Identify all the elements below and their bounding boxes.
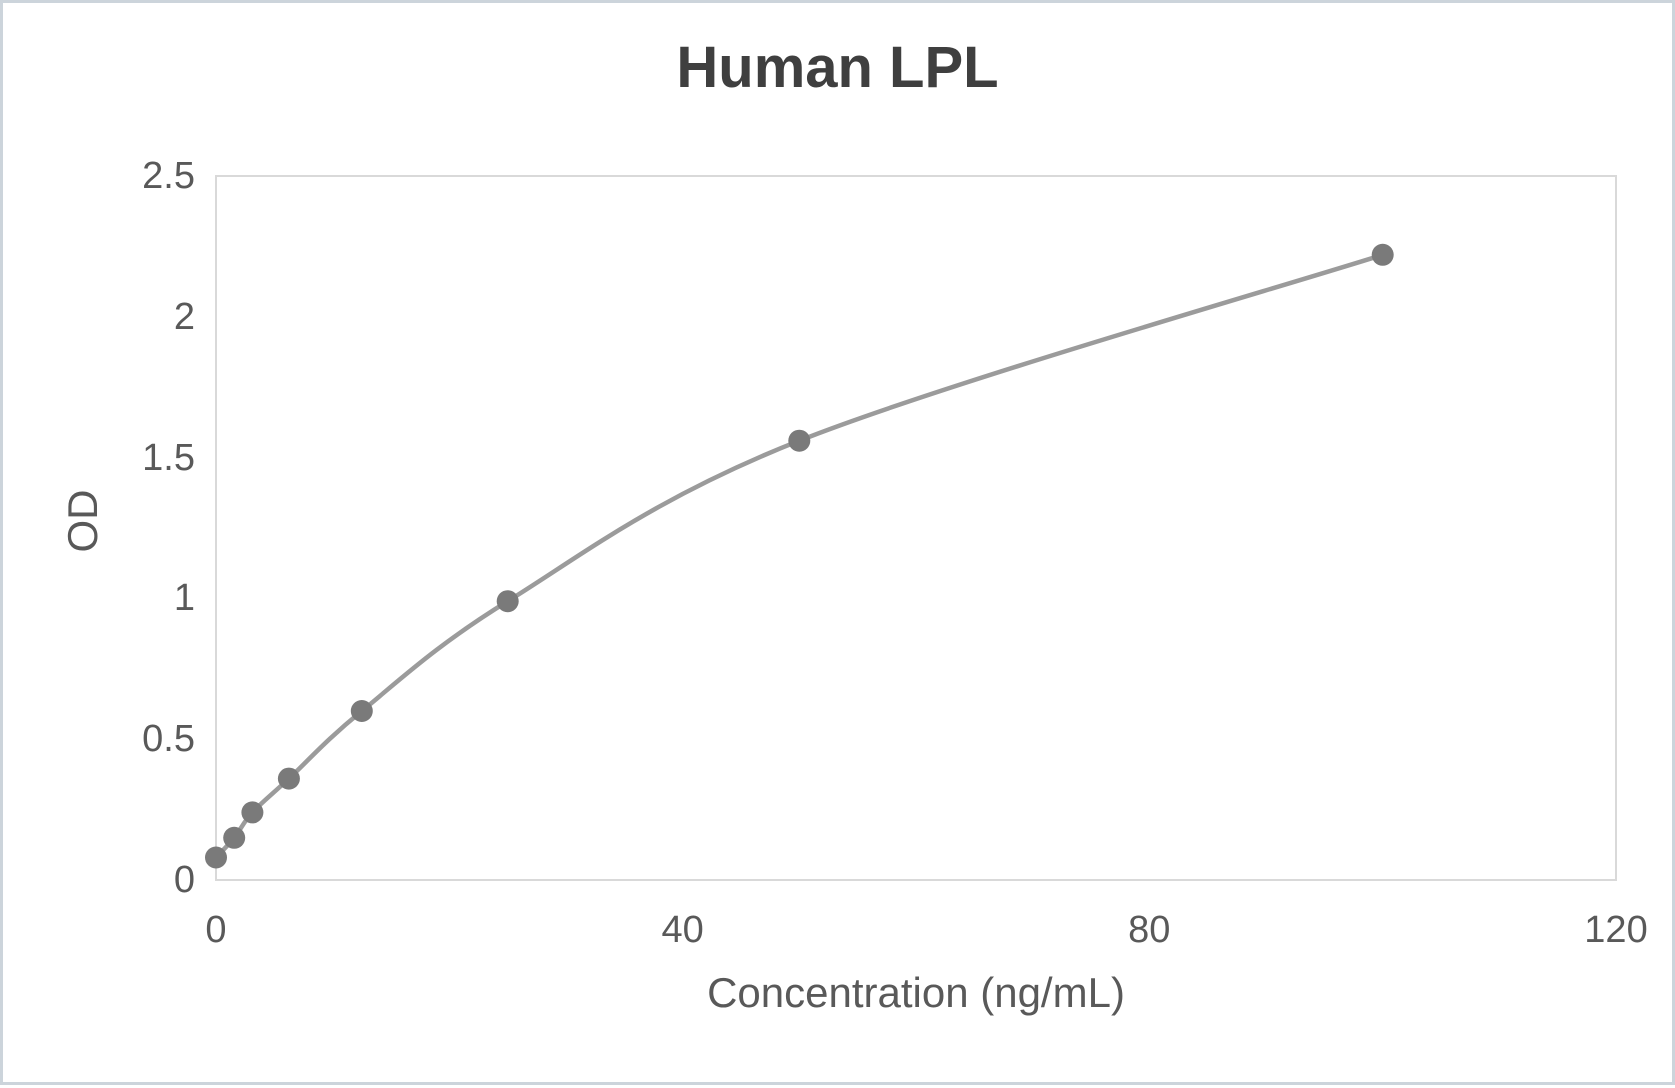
y-tick-label: 0.5 — [142, 718, 195, 761]
y-tick-label: 2.5 — [142, 155, 195, 197]
data-point-marker — [1371, 243, 1394, 266]
chart-title: Human LPL — [676, 35, 999, 100]
plot-area-svg — [205, 175, 1617, 881]
data-point-marker — [223, 826, 246, 849]
y-tick-label: 1 — [173, 577, 195, 620]
data-point-marker — [205, 846, 227, 869]
series-line — [213, 252, 1385, 860]
plot-border — [215, 175, 1617, 881]
data-point-marker — [350, 700, 373, 722]
x-axis-title: Concentration (ng/mL) — [707, 969, 1125, 1016]
data-point-marker — [788, 429, 811, 452]
x-tick-label: 40 — [661, 909, 704, 951]
y-tick-label: 2 — [173, 295, 195, 338]
data-point-marker — [496, 590, 519, 613]
y-axis-title: OD — [59, 489, 106, 553]
x-tick-label: 120 — [1584, 909, 1648, 951]
x-tick-label: 80 — [1128, 909, 1171, 951]
y-tick-label: 0 — [173, 859, 195, 901]
x-tick-label: 0 — [205, 909, 227, 951]
y-tick-label: 1.5 — [142, 436, 195, 479]
data-point-marker — [277, 767, 300, 790]
data-point-marker — [241, 801, 264, 824]
